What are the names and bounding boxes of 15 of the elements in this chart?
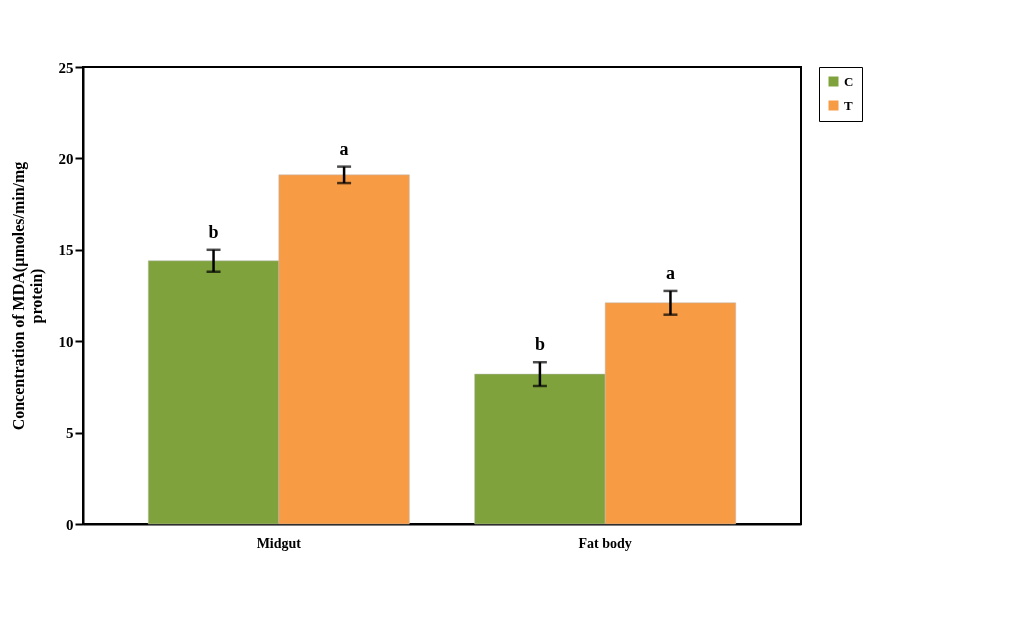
y-tick-label: 20: [58, 150, 74, 167]
y-tick-label: 10: [58, 333, 74, 350]
legend-label: C: [844, 73, 854, 89]
annotation: b: [208, 221, 219, 242]
x-tick-label: Fat body: [578, 535, 632, 551]
y-tick-label: 0: [66, 516, 74, 533]
y-tick-label: 5: [66, 425, 74, 442]
legend-label: T: [844, 97, 853, 113]
y-tick-label: 25: [58, 59, 74, 76]
annotation: b: [534, 334, 545, 355]
annotation: a: [665, 262, 675, 283]
x-tick-label: Midgut: [256, 535, 302, 551]
y-axis-title: Concentration of MDA(µmoles/min/mg protein): [9, 161, 46, 431]
annotation: a: [339, 138, 349, 159]
y-tick-label: 15: [58, 242, 74, 259]
